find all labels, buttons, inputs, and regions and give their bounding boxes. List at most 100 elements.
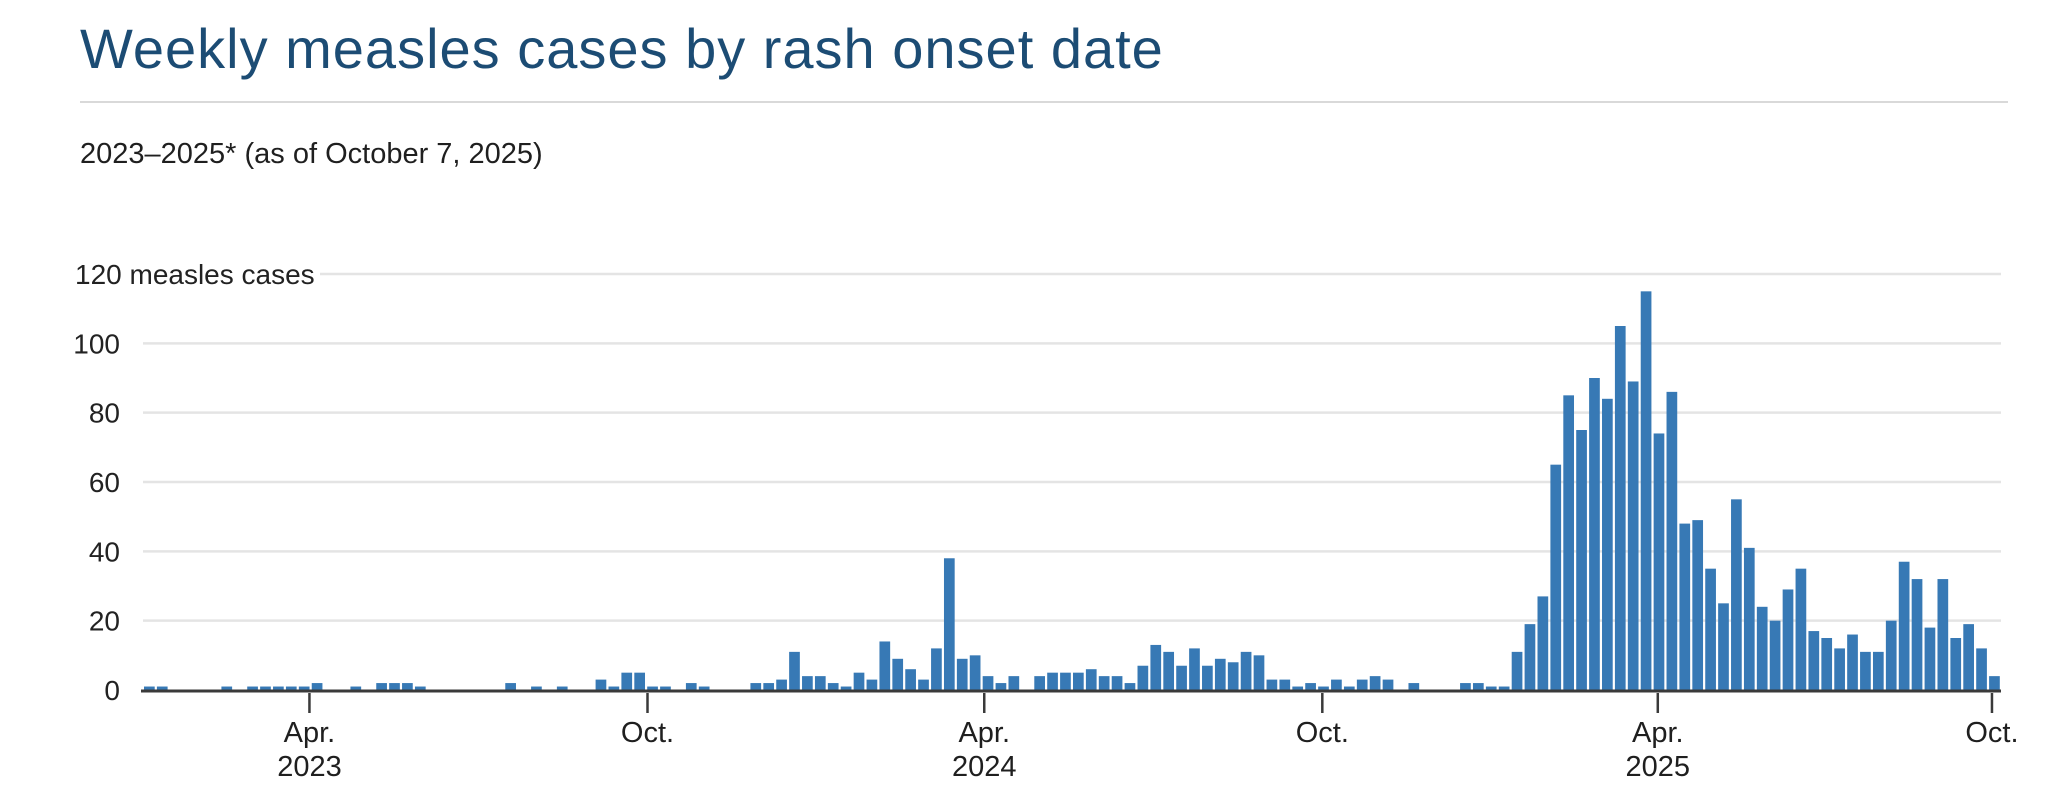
bar-week-63[interactable] (956, 658, 968, 690)
bar-week-12[interactable] (298, 686, 310, 690)
bar-week-67[interactable] (1008, 676, 1020, 690)
bar-week-102[interactable] (1460, 683, 1471, 690)
bar-week-124[interactable] (1743, 547, 1755, 690)
bar-week-32[interactable] (556, 686, 568, 690)
bar-week-20[interactable] (402, 683, 413, 690)
bar-week-53[interactable] (827, 683, 839, 690)
bar-week-104[interactable] (1485, 686, 1497, 690)
bar-week-98[interactable] (1408, 683, 1420, 690)
bar-week-122[interactable] (1718, 603, 1729, 690)
bar-week-35[interactable] (595, 679, 607, 690)
bar-week-89[interactable] (1292, 686, 1304, 690)
bar-week-1[interactable] (156, 686, 168, 690)
bar-week-79[interactable] (1163, 651, 1175, 690)
bar-week-85[interactable] (1240, 651, 1252, 690)
bar-week-119[interactable] (1679, 523, 1691, 690)
bar-week-117[interactable] (1653, 433, 1665, 690)
bar-week-133[interactable] (1860, 651, 1871, 690)
bar-week-62[interactable] (943, 558, 955, 690)
bar-week-137[interactable] (1911, 579, 1923, 690)
bar-week-88[interactable] (1279, 679, 1291, 690)
bar-week-94[interactable] (1356, 679, 1368, 690)
bar-week-127[interactable] (1782, 589, 1794, 690)
bar-week-87[interactable] (1266, 679, 1278, 690)
bar-week-103[interactable] (1472, 683, 1484, 690)
bar-week-111[interactable] (1576, 430, 1587, 690)
bar-week-65[interactable] (982, 676, 994, 690)
bar-week-93[interactable] (1343, 686, 1355, 690)
bar-week-132[interactable] (1847, 634, 1858, 690)
bar-week-114[interactable] (1614, 326, 1626, 690)
bar-week-139[interactable] (1937, 579, 1949, 690)
bar-week-54[interactable] (840, 686, 852, 690)
bar-week-55[interactable] (853, 672, 865, 690)
bar-week-92[interactable] (1331, 679, 1342, 690)
bar-week-86[interactable] (1253, 655, 1265, 690)
bar-week-112[interactable] (1589, 378, 1600, 690)
bar-week-73[interactable] (1085, 669, 1097, 690)
bar-week-8[interactable] (247, 686, 258, 690)
bar-week-129[interactable] (1808, 631, 1820, 690)
bar-week-96[interactable] (1382, 679, 1394, 690)
bar-week-109[interactable] (1550, 464, 1562, 690)
bar-week-69[interactable] (1034, 676, 1045, 690)
bar-week-16[interactable] (350, 686, 362, 690)
bar-week-118[interactable] (1666, 391, 1678, 690)
bar-week-83[interactable] (1214, 658, 1226, 690)
bar-week-128[interactable] (1795, 568, 1807, 690)
bar-week-123[interactable] (1731, 499, 1742, 690)
bar-week-74[interactable] (1098, 676, 1110, 690)
bar-week-80[interactable] (1176, 665, 1187, 690)
bar-week-30[interactable] (531, 686, 542, 690)
bar-week-13[interactable] (311, 683, 323, 690)
bar-week-42[interactable] (685, 683, 697, 690)
bar-week-82[interactable] (1202, 665, 1213, 690)
bar-week-91[interactable] (1318, 686, 1329, 690)
bar-week-49[interactable] (776, 679, 787, 690)
bar-week-125[interactable] (1756, 606, 1768, 690)
bar-week-78[interactable] (1150, 644, 1162, 690)
bar-week-140[interactable] (1950, 638, 1962, 690)
bar-week-56[interactable] (866, 679, 878, 690)
bar-week-57[interactable] (879, 641, 891, 690)
bar-week-75[interactable] (1111, 676, 1123, 690)
bar-week-136[interactable] (1898, 561, 1910, 690)
bar-week-115[interactable] (1627, 381, 1639, 690)
bar-week-108[interactable] (1537, 596, 1549, 690)
bar-week-105[interactable] (1498, 686, 1510, 690)
bar-week-10[interactable] (273, 686, 284, 690)
bar-week-121[interactable] (1705, 568, 1716, 690)
bar-week-11[interactable] (285, 686, 297, 690)
bar-week-107[interactable] (1524, 624, 1536, 690)
bar-week-40[interactable] (660, 686, 671, 690)
bar-week-64[interactable] (969, 655, 981, 690)
bar-week-37[interactable] (621, 672, 633, 690)
bar-week-113[interactable] (1602, 398, 1613, 690)
bar-week-120[interactable] (1692, 520, 1704, 690)
bar-week-81[interactable] (1189, 648, 1200, 690)
bar-week-84[interactable] (1227, 662, 1239, 690)
bar-week-110[interactable] (1563, 395, 1575, 690)
bar-week-61[interactable] (931, 648, 942, 690)
bar-week-130[interactable] (1821, 638, 1833, 690)
bar-week-72[interactable] (1073, 672, 1084, 690)
bar-week-138[interactable] (1924, 627, 1936, 690)
bar-week-95[interactable] (1369, 676, 1381, 690)
bar-week-77[interactable] (1137, 665, 1149, 690)
bar-week-142[interactable] (1976, 648, 1987, 690)
bar-week-9[interactable] (260, 686, 271, 690)
bar-week-43[interactable] (698, 686, 710, 690)
bar-week-116[interactable] (1640, 291, 1652, 690)
bar-week-6[interactable] (221, 686, 233, 690)
bar-week-0[interactable] (144, 686, 155, 690)
bar-week-143[interactable] (1989, 676, 2000, 690)
bar-week-76[interactable] (1124, 683, 1136, 690)
bar-week-106[interactable] (1511, 651, 1523, 690)
bar-week-141[interactable] (1963, 624, 1974, 690)
bar-week-70[interactable] (1047, 672, 1058, 690)
bar-week-135[interactable] (1885, 620, 1897, 690)
bar-week-66[interactable] (995, 683, 1007, 690)
bar-week-52[interactable] (814, 676, 826, 690)
bar-week-51[interactable] (802, 676, 813, 690)
bar-week-59[interactable] (905, 669, 916, 690)
